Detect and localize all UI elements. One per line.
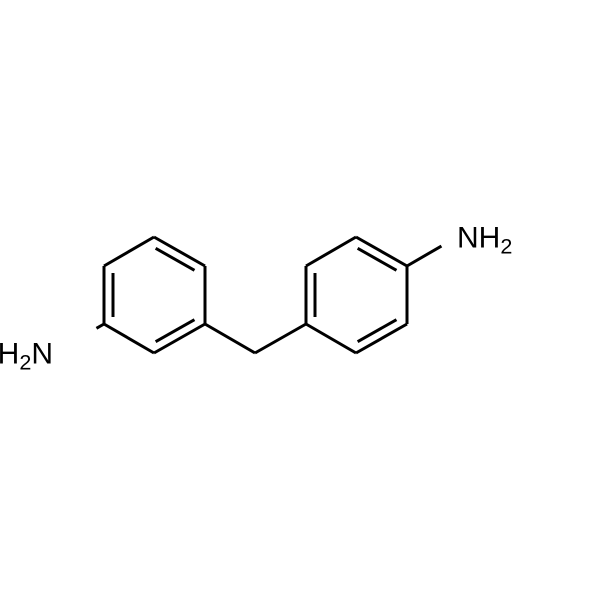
bond [96,324,104,328]
bond [104,237,154,266]
bond [358,248,397,270]
bond [255,324,306,353]
bond [156,320,195,342]
bond [104,324,154,353]
bond [306,324,356,353]
bond [358,320,397,342]
bond [205,324,255,353]
bond [306,237,356,266]
bond [156,248,195,270]
atom-label: NH2 [457,222,512,259]
atom-label: H2N [0,338,53,375]
bond [407,246,441,266]
molecule-svg: H2N NH2 [0,0,600,600]
